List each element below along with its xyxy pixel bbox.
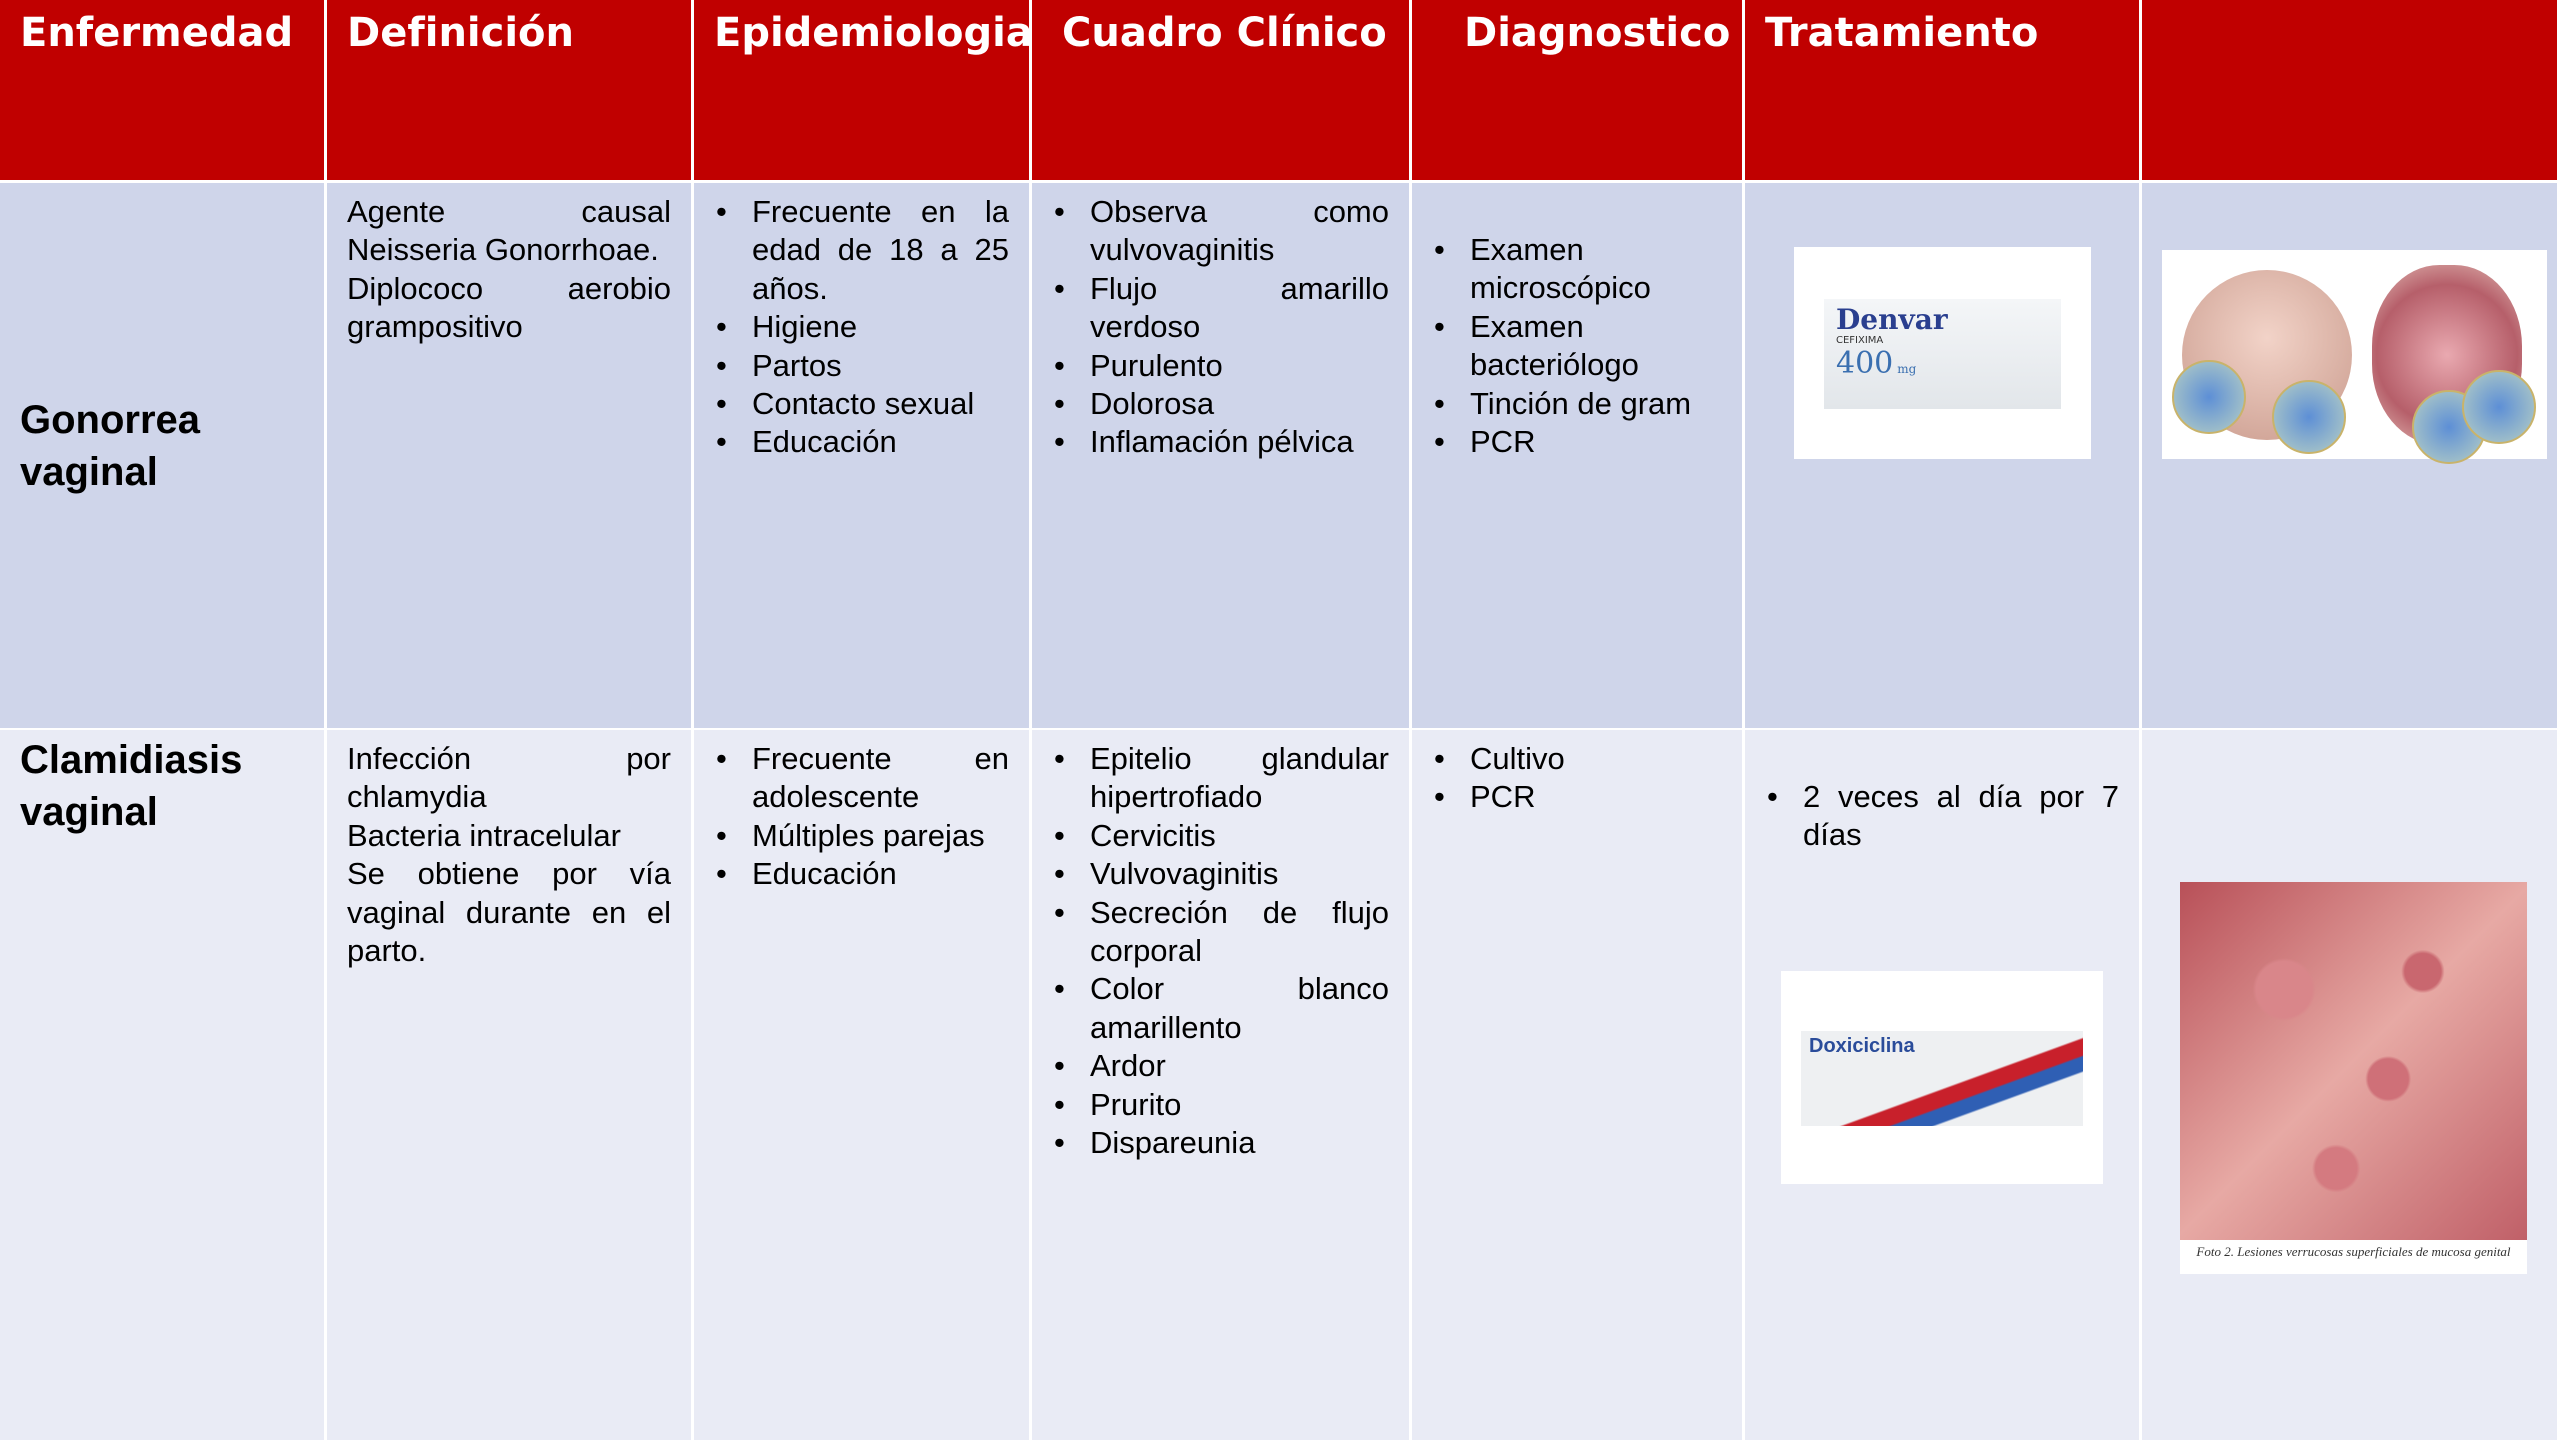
bacteria-circle bbox=[2462, 370, 2536, 444]
table-cell: Agente causal Neisseria Gonorrhoae. Diplo… bbox=[327, 183, 691, 728]
table-cell: Examen microscópicoExamen bacteriólogoTi… bbox=[1412, 183, 1742, 728]
disease-name: Clamidiasis vaginal bbox=[20, 738, 243, 834]
drug-image: Denvar CEFIXIMA 400 mg bbox=[1794, 247, 2091, 459]
table-cell: Clamidiasis vaginal bbox=[0, 730, 324, 1440]
epidemiology-item: Educación bbox=[716, 855, 1009, 894]
clinical-item: Prurito bbox=[1054, 1086, 1389, 1125]
lesion-photo: Foto 2. Lesiones verrucosas superficiale… bbox=[2180, 882, 2527, 1274]
diagnosis-list: Examen microscópicoExamen bacteriólogoTi… bbox=[1432, 231, 1722, 462]
epidemiology-list: Frecuente en adolescenteMúltiples pareja… bbox=[714, 740, 1009, 894]
treatment-list: 2 veces al día por 7 días bbox=[1765, 778, 2119, 855]
clinical-item: Dispareunia bbox=[1054, 1124, 1389, 1163]
table-cell: CultivoPCR bbox=[1412, 730, 1742, 1440]
header-text: Enfermedad bbox=[20, 10, 294, 56]
header-text: Definición bbox=[347, 10, 575, 56]
clinical-item: Epitelio glandular hipertrofiado bbox=[1054, 740, 1389, 817]
photo-caption: Foto 2. Lesiones verrucosas superficiale… bbox=[2196, 1244, 2511, 1259]
diagnosis-item: Examen microscópico bbox=[1434, 231, 1722, 308]
epidemiology-list: Frecuente en la edad de 18 a 25 años.Hig… bbox=[714, 193, 1009, 462]
header-cell: Diagnostico bbox=[1412, 0, 1742, 180]
clinical-list: Observa como vulvovaginitisFlujo amarill… bbox=[1052, 193, 1389, 462]
drug-dose: 400 mg bbox=[1836, 346, 2049, 387]
epidemiology-item: Frecuente en la edad de 18 a 25 años. bbox=[716, 193, 1009, 308]
clinical-item: Inflamación pélvica bbox=[1054, 423, 1389, 462]
table-cell: Gonorrea vaginal bbox=[0, 183, 324, 728]
epidemiology-item: Educación bbox=[716, 423, 1009, 462]
clinical-item: Purulento bbox=[1054, 347, 1389, 386]
header-cell: Tratamiento bbox=[1745, 0, 2139, 180]
drug-brand: Doxiciclina bbox=[1809, 1035, 1915, 1057]
clinical-item: Ardor bbox=[1054, 1047, 1389, 1086]
table-cell: Frecuente en la edad de 18 a 25 años.Hig… bbox=[694, 183, 1029, 728]
definition-text: Infección por chlamydia bbox=[347, 741, 671, 815]
drug-generic: CEFIXIMA bbox=[1836, 335, 1884, 346]
drug-dose-value: 400 bbox=[1836, 346, 1894, 381]
epidemiology-item: Contacto sexual bbox=[716, 385, 1009, 424]
clinical-item: Vulvovaginitis bbox=[1054, 855, 1389, 894]
anatomy-image bbox=[2162, 250, 2547, 464]
drug-brand: Denvar bbox=[1836, 303, 1948, 336]
diagnosis-item: PCR bbox=[1434, 778, 1722, 817]
bacteria-circle bbox=[2172, 360, 2246, 434]
epidemiology-item: Partos bbox=[716, 347, 1009, 386]
clinical-item: Cervicitis bbox=[1054, 817, 1389, 856]
header-cell: Enfermedad bbox=[0, 0, 324, 180]
header-cell bbox=[2142, 0, 2557, 180]
diagnosis-item: Examen bacteriólogo bbox=[1434, 308, 1722, 385]
diagnosis-item: Tinción de gram bbox=[1434, 385, 1722, 424]
definition-text: Se obtiene por vía vaginal durante en el… bbox=[347, 856, 671, 969]
drug-dose-unit: mg bbox=[1897, 362, 1917, 376]
bacteria-circle bbox=[2272, 380, 2346, 454]
table-cell: Observa como vulvovaginitisFlujo amarill… bbox=[1032, 183, 1409, 728]
header-text: Epidemiologia bbox=[714, 10, 1033, 56]
header-text: Tratamiento bbox=[1765, 10, 2039, 56]
header-text: Cuadro Clínico bbox=[1062, 10, 1387, 56]
header-cell: Cuadro Clínico bbox=[1032, 0, 1409, 180]
table-cell: Frecuente en adolescenteMúltiples pareja… bbox=[694, 730, 1029, 1440]
definition-text: Bacteria intracelular bbox=[347, 817, 621, 853]
header-cell: Definición bbox=[327, 0, 691, 180]
clinical-list: Epitelio glandular hipertrofiadoCervicit… bbox=[1052, 740, 1389, 1163]
table-cell: Infección por chlamydia Bacteria intracel… bbox=[327, 730, 691, 1440]
disease-name: Gonorrea vaginal bbox=[20, 397, 201, 494]
diagnosis-item: PCR bbox=[1434, 423, 1722, 462]
clinical-item: Secreción de flujo corporal bbox=[1054, 894, 1389, 971]
clinical-item: Dolorosa bbox=[1054, 385, 1389, 424]
header-cell: Epidemiologia bbox=[694, 0, 1033, 180]
epidemiology-item: Higiene bbox=[716, 308, 1009, 347]
clinical-item: Color blanco amarillento bbox=[1054, 970, 1389, 1047]
clinical-item: Observa como vulvovaginitis bbox=[1054, 193, 1389, 270]
diagnosis-list: CultivoPCR bbox=[1432, 740, 1722, 817]
definition-text: Diplococo aerobio grampositivo bbox=[347, 270, 671, 345]
definition-text: Agente causal Neisseria Gonorrhoae. bbox=[347, 194, 671, 268]
epidemiology-item: Frecuente en adolescente bbox=[716, 740, 1009, 817]
drug-box: Doxiciclina bbox=[1801, 1031, 2083, 1126]
epidemiology-item: Múltiples parejas bbox=[716, 817, 1009, 856]
photo bbox=[2180, 882, 2527, 1240]
treatment-item: 2 veces al día por 7 días bbox=[1767, 778, 2119, 855]
clinical-item: Flujo amarillo verdoso bbox=[1054, 270, 1389, 347]
diagnosis-item: Cultivo bbox=[1434, 740, 1722, 779]
header-text: Diagnostico bbox=[1464, 10, 1731, 56]
drug-box: Denvar CEFIXIMA 400 mg bbox=[1824, 299, 2061, 409]
table-cell: Epitelio glandular hipertrofiadoCervicit… bbox=[1032, 730, 1409, 1440]
drug-image: Doxiciclina bbox=[1781, 971, 2103, 1184]
